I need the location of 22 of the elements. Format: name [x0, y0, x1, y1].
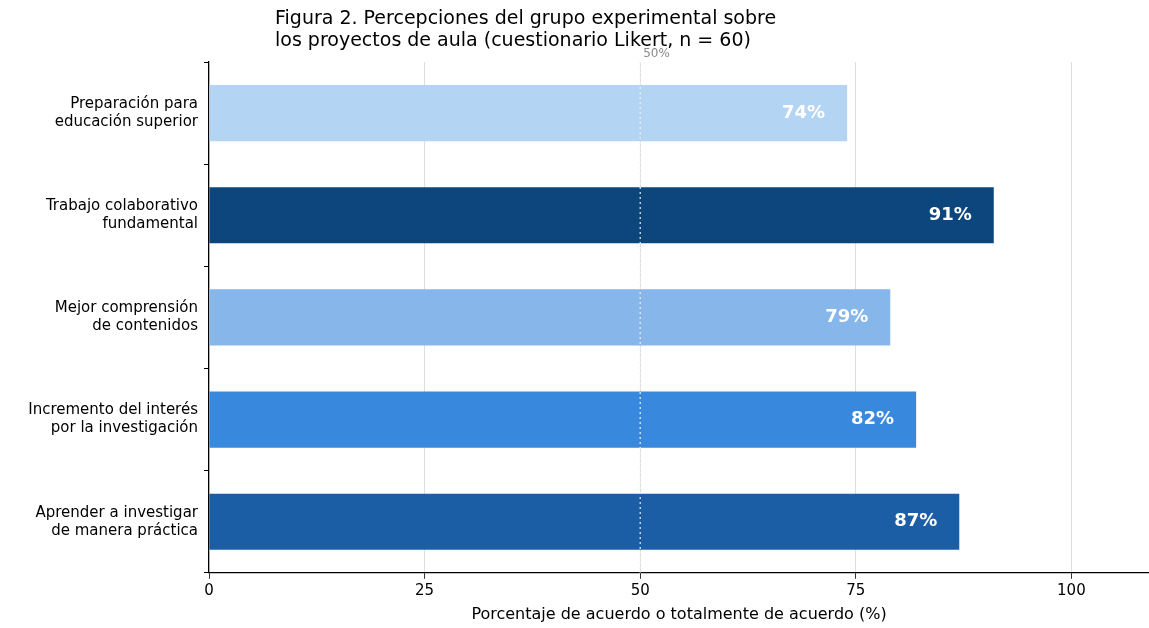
ref-line-label: 50%	[643, 46, 670, 61]
data-label: 87%	[894, 509, 938, 531]
x-tick-label: 75	[846, 580, 866, 599]
y-tick-label: Preparación para educación superior	[54, 93, 199, 130]
data-label: 74%	[782, 100, 826, 122]
x-tick-label: 0	[204, 580, 214, 599]
bar	[209, 84, 848, 142]
x-tick-label: 25	[415, 580, 435, 599]
bar	[209, 187, 994, 244]
y-tick-label: Trabajo colaborativo fundamental	[44, 196, 198, 233]
x-tick-label: 100	[1057, 580, 1086, 599]
bar	[209, 493, 960, 550]
data-label: 82%	[851, 407, 895, 429]
bar	[209, 289, 891, 346]
data-label: 91%	[928, 202, 972, 224]
data-label: 79%	[825, 305, 869, 327]
bar	[209, 391, 917, 448]
y-tick-label: Incremento del interés por la investigación	[28, 400, 199, 437]
x-tick-label: 50	[630, 580, 650, 599]
y-tick-label: Mejor comprensión de contenidos	[54, 298, 199, 335]
x-axis-title: Porcentaje de acuerdo o totalmente de acuerdo (%)	[471, 603, 887, 623]
y-tick-label: Aprender a investigar de manera práctica	[35, 502, 199, 539]
